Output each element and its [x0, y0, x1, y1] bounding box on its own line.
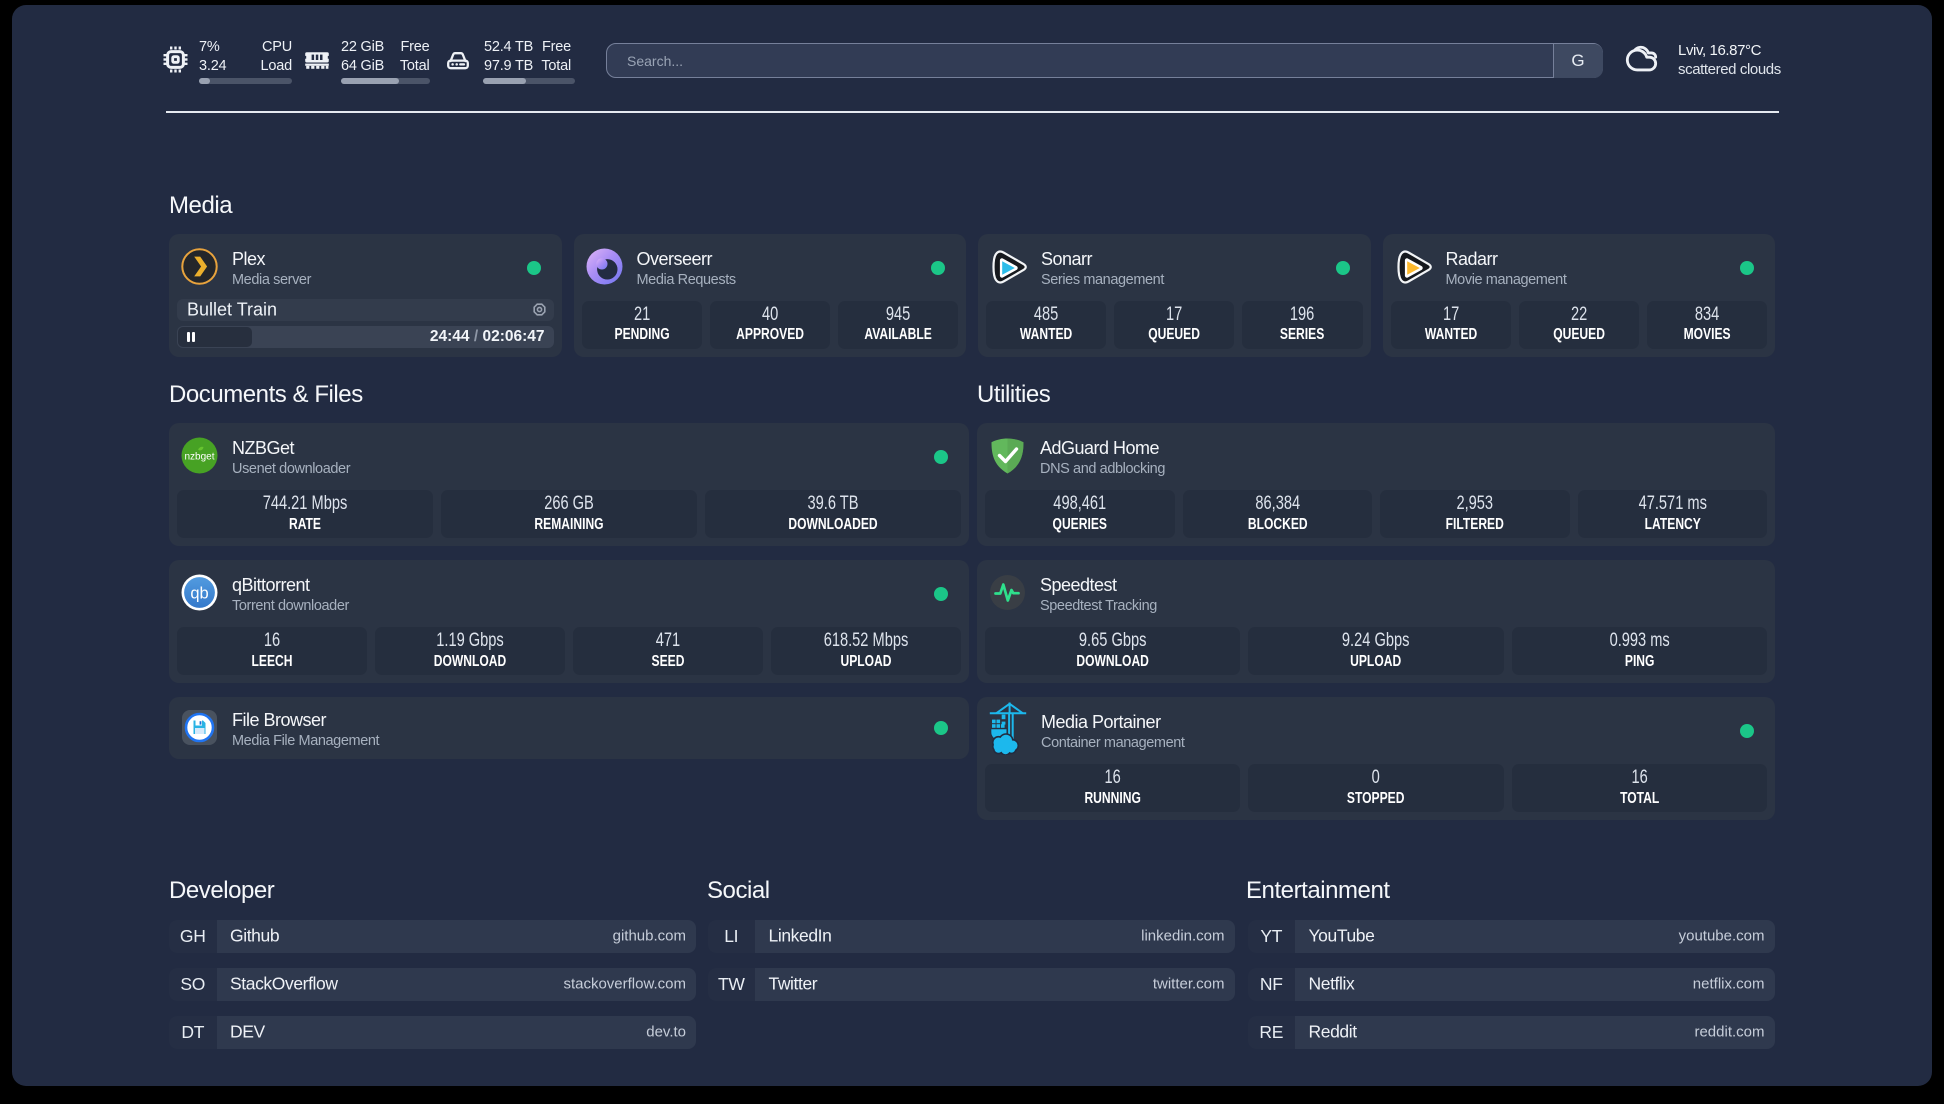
svg-text:nzbget: nzbget — [184, 451, 214, 462]
svg-text:qb: qb — [190, 585, 208, 603]
